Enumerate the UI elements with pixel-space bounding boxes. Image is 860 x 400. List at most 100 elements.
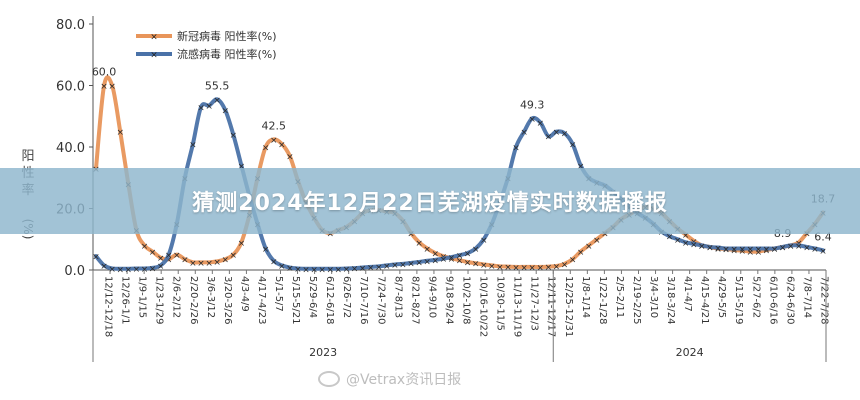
data-point-marker: ×	[819, 247, 827, 257]
year-label: 2024	[676, 346, 704, 359]
x-tick-label: 3/18-3/24	[665, 276, 676, 325]
data-label: 60.0	[92, 66, 117, 79]
data-point-marker: ×	[133, 265, 141, 275]
y-tick-label: 60.0	[56, 80, 85, 95]
data-point-marker: ×	[431, 256, 439, 266]
data-point-marker: ×	[399, 260, 407, 270]
data-point-marker: ×	[593, 236, 601, 246]
data-point-marker: ×	[108, 265, 116, 275]
data-point-marker: ×	[181, 256, 189, 266]
data-point-marker: ×	[730, 245, 738, 255]
data-point-marker: ×	[528, 263, 536, 273]
y-axis-title-char: 阳	[21, 149, 34, 164]
data-point-marker: ×	[730, 247, 738, 257]
data-point-marker: ×	[278, 140, 286, 150]
data-point-marker: ×	[448, 255, 456, 265]
data-point-marker: ×	[221, 107, 229, 117]
x-tick-label: 12/12-12/18	[103, 276, 114, 337]
data-point-marker: ×	[537, 263, 545, 273]
legend-marker: ×	[150, 51, 158, 61]
data-point-marker: ×	[100, 82, 108, 92]
x-tick-label: 7/22-7/28	[818, 276, 829, 325]
data-point-marker: ×	[448, 254, 456, 264]
data-point-marker: ×	[108, 82, 116, 92]
data-point-marker: ×	[722, 246, 730, 256]
x-tick-label: 4/15-4/21	[699, 276, 710, 325]
data-point-marker: ×	[326, 265, 334, 275]
data-point-marker: ×	[682, 239, 690, 249]
x-tick-label: 9/18-9/24	[443, 276, 454, 325]
data-point-marker: ×	[714, 245, 722, 255]
x-tick-label: 8/7-8/13	[392, 276, 403, 318]
data-point-marker: ×	[569, 140, 577, 150]
data-label: 55.5	[205, 79, 230, 92]
data-point-marker: ×	[488, 262, 496, 272]
data-point-marker: ×	[318, 265, 326, 275]
data-point-marker: ×	[375, 263, 383, 273]
data-point-marker: ×	[440, 255, 448, 265]
data-point-marker: ×	[674, 236, 682, 246]
data-point-marker: ×	[714, 244, 722, 254]
data-point-marker: ×	[189, 259, 197, 269]
data-point-marker: ×	[343, 265, 351, 275]
data-point-marker: ×	[407, 230, 415, 240]
legend-label: 流感病毒 阳性率(%)	[177, 47, 277, 61]
y-tick-label: 40.0	[56, 141, 85, 156]
x-tick-label: 11/27-12/3	[529, 276, 540, 331]
data-point-marker: ×	[213, 96, 221, 106]
data-point-marker: ×	[383, 262, 391, 272]
data-point-marker: ×	[359, 264, 367, 274]
data-point-marker: ×	[690, 240, 698, 250]
data-point-marker: ×	[270, 136, 278, 146]
x-tick-label: 12/25-12/31	[563, 276, 574, 337]
watermark-text: @Vetrax资讯日报	[346, 372, 462, 388]
data-point-marker: ×	[302, 265, 310, 275]
x-tick-label: 1/22-1/28	[597, 276, 608, 325]
data-point-marker: ×	[561, 130, 569, 140]
legend-label: 新冠病毒 阳性率(%)	[177, 29, 277, 43]
data-point-marker: ×	[116, 128, 124, 138]
data-point-marker: ×	[601, 230, 609, 240]
data-point-marker: ×	[747, 245, 755, 255]
data-label: 49.3	[520, 98, 545, 111]
data-point-marker: ×	[286, 264, 294, 274]
wechat-logo-icon	[318, 371, 340, 387]
data-point-marker: ×	[512, 144, 520, 154]
data-point-marker: ×	[278, 262, 286, 272]
data-point-marker: ×	[706, 243, 714, 253]
data-point-marker: ×	[407, 259, 415, 269]
data-point-marker: ×	[262, 144, 270, 154]
data-point-marker: ×	[165, 256, 173, 266]
data-point-marker: ×	[391, 261, 399, 271]
data-point-marker: ×	[738, 245, 746, 255]
data-point-marker: ×	[238, 239, 246, 249]
x-tick-label: 11/13-11/19	[512, 276, 523, 337]
y-tick-label: 0.0	[64, 264, 85, 279]
data-point-marker: ×	[561, 260, 569, 270]
x-tick-label: 3/4-3/10	[648, 276, 659, 318]
data-point-marker: ×	[415, 239, 423, 249]
x-tick-label: 4/17-4/23	[256, 276, 267, 325]
data-point-marker: ×	[165, 251, 173, 261]
data-point-marker: ×	[779, 243, 787, 253]
x-tick-label: 6/24-6/30	[784, 276, 795, 325]
x-tick-label: 7/10-7/16	[358, 276, 369, 325]
data-point-marker: ×	[149, 248, 157, 258]
data-point-marker: ×	[197, 104, 205, 114]
x-tick-label: 6/26-7/2	[341, 276, 352, 318]
data-point-marker: ×	[472, 260, 480, 270]
x-tick-label: 5/13-5/19	[733, 276, 744, 325]
data-point-marker: ×	[512, 263, 520, 273]
data-point-marker: ×	[431, 250, 439, 260]
data-point-marker: ×	[698, 242, 706, 252]
data-point-marker: ×	[496, 263, 504, 273]
x-tick-label: 10/30-11/5	[495, 276, 506, 331]
x-tick-label: 2/20-2/26	[188, 276, 199, 325]
data-point-marker: ×	[755, 245, 763, 255]
data-point-marker: ×	[456, 257, 464, 267]
data-point-marker: ×	[205, 102, 213, 112]
legend-marker: ×	[150, 33, 158, 43]
data-point-marker: ×	[585, 242, 593, 252]
x-tick-label: 3/6-3/12	[205, 276, 216, 318]
